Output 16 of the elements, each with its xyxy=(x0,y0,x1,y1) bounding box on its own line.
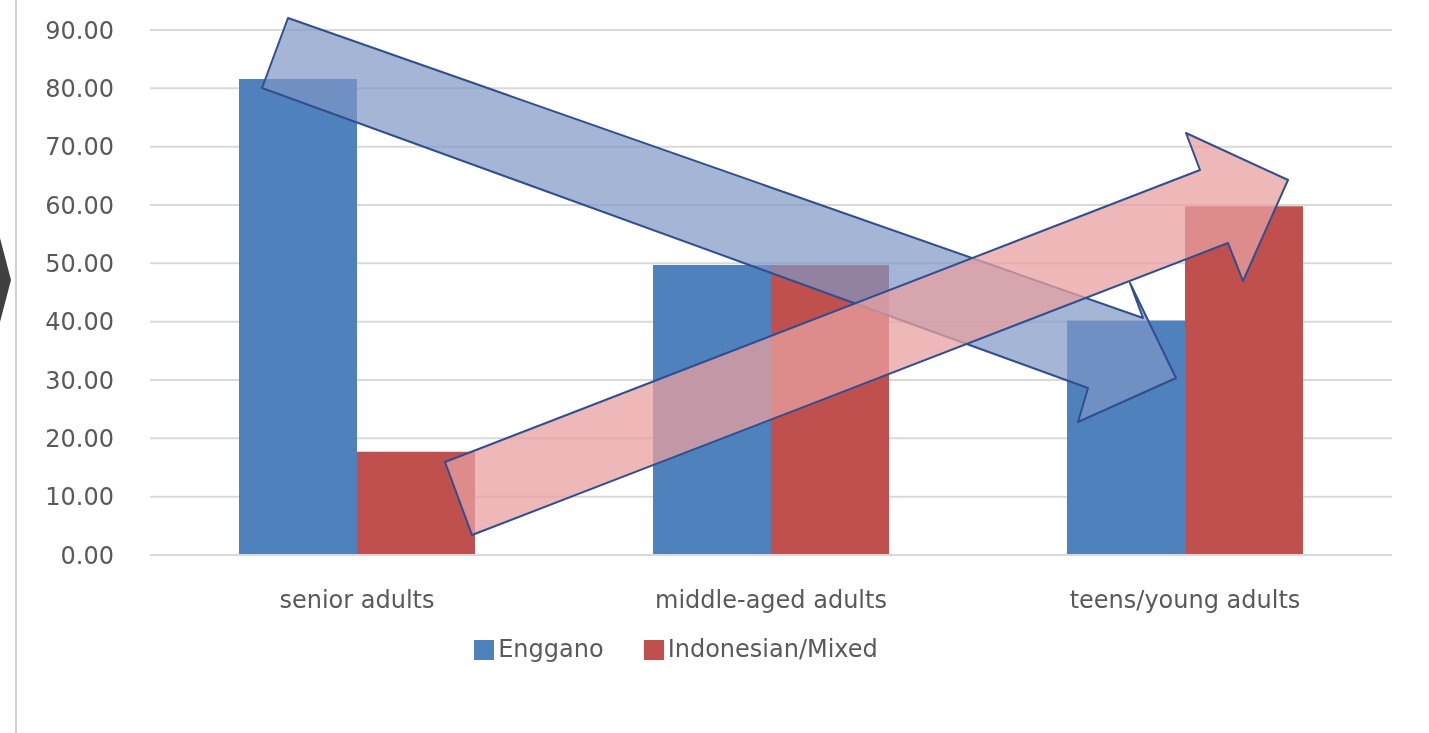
legend-label: Enggano xyxy=(498,635,604,663)
y-tick-label: 10.00 xyxy=(45,483,114,512)
y-tick-label: 40.00 xyxy=(45,308,114,337)
bar xyxy=(239,79,358,555)
y-tick-label: 90.00 xyxy=(45,16,114,45)
y-tick-label: 80.00 xyxy=(45,74,114,103)
x-tick-label: middle-aged adults xyxy=(655,586,887,615)
y-tick-label: 70.00 xyxy=(45,133,114,162)
y-tick-label: 20.00 xyxy=(45,424,114,453)
y-tick-label: 60.00 xyxy=(45,191,114,220)
legend-label: Indonesian/Mixed xyxy=(667,635,878,663)
y-tick-label: 50.00 xyxy=(45,249,114,278)
x-tick-label: teens/young adults xyxy=(1069,586,1301,615)
x-tick-label: senior adults xyxy=(279,586,435,615)
y-tick-label: 0.00 xyxy=(60,541,114,570)
y-tick-label: 30.00 xyxy=(45,366,114,395)
